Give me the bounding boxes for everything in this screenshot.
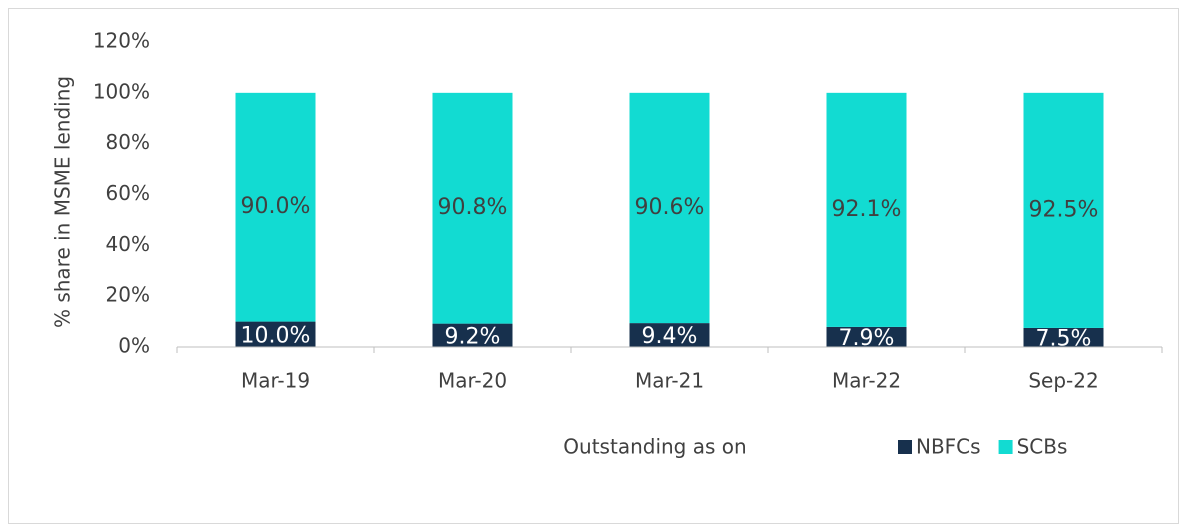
- x-axis-title: Outstanding as on: [563, 435, 746, 459]
- y-tick-label: 20%: [106, 283, 150, 307]
- x-tick-label: Mar-22: [832, 369, 901, 393]
- x-tick-label: Mar-19: [241, 369, 310, 393]
- x-tick-label: Sep-22: [1028, 369, 1098, 393]
- y-tick-label: 60%: [106, 181, 150, 205]
- y-tick-label: 100%: [93, 79, 150, 103]
- y-tick-label: 120%: [93, 29, 150, 53]
- data-label: 10.0%: [241, 323, 311, 348]
- bar-segment: [1023, 327, 1104, 347]
- x-tick-label: Mar-20: [438, 369, 507, 393]
- data-label: 92.5%: [1029, 197, 1099, 222]
- data-label: 7.5%: [1036, 326, 1092, 351]
- y-tick-label: 0%: [118, 334, 150, 358]
- x-tick-label: Mar-21: [635, 369, 704, 393]
- bar-segment: [629, 323, 710, 347]
- data-label: 90.0%: [241, 194, 311, 219]
- bar-segment: [1023, 92, 1104, 328]
- legend-label: NBFCs: [916, 435, 981, 459]
- bar-segment: [235, 321, 316, 347]
- bar-segment: [826, 326, 907, 347]
- y-tick-label: 40%: [106, 232, 150, 256]
- bar-segment: [432, 92, 513, 324]
- bar-segment: [235, 92, 316, 322]
- data-label: 92.1%: [832, 197, 902, 222]
- data-label: 90.8%: [438, 195, 508, 220]
- bar-segment: [826, 92, 907, 327]
- data-label: 9.2%: [445, 324, 501, 349]
- legend-label: SCBs: [1017, 435, 1068, 459]
- y-axis-title: % share in MSME lending: [51, 76, 75, 328]
- bar-segment: [629, 92, 710, 324]
- data-label: 90.6%: [635, 195, 705, 220]
- y-tick-label: 80%: [106, 130, 150, 154]
- legend-swatch: [998, 440, 1013, 454]
- bar-segment: [432, 323, 513, 347]
- data-label: 9.4%: [642, 324, 698, 349]
- legend-swatch: [898, 440, 912, 454]
